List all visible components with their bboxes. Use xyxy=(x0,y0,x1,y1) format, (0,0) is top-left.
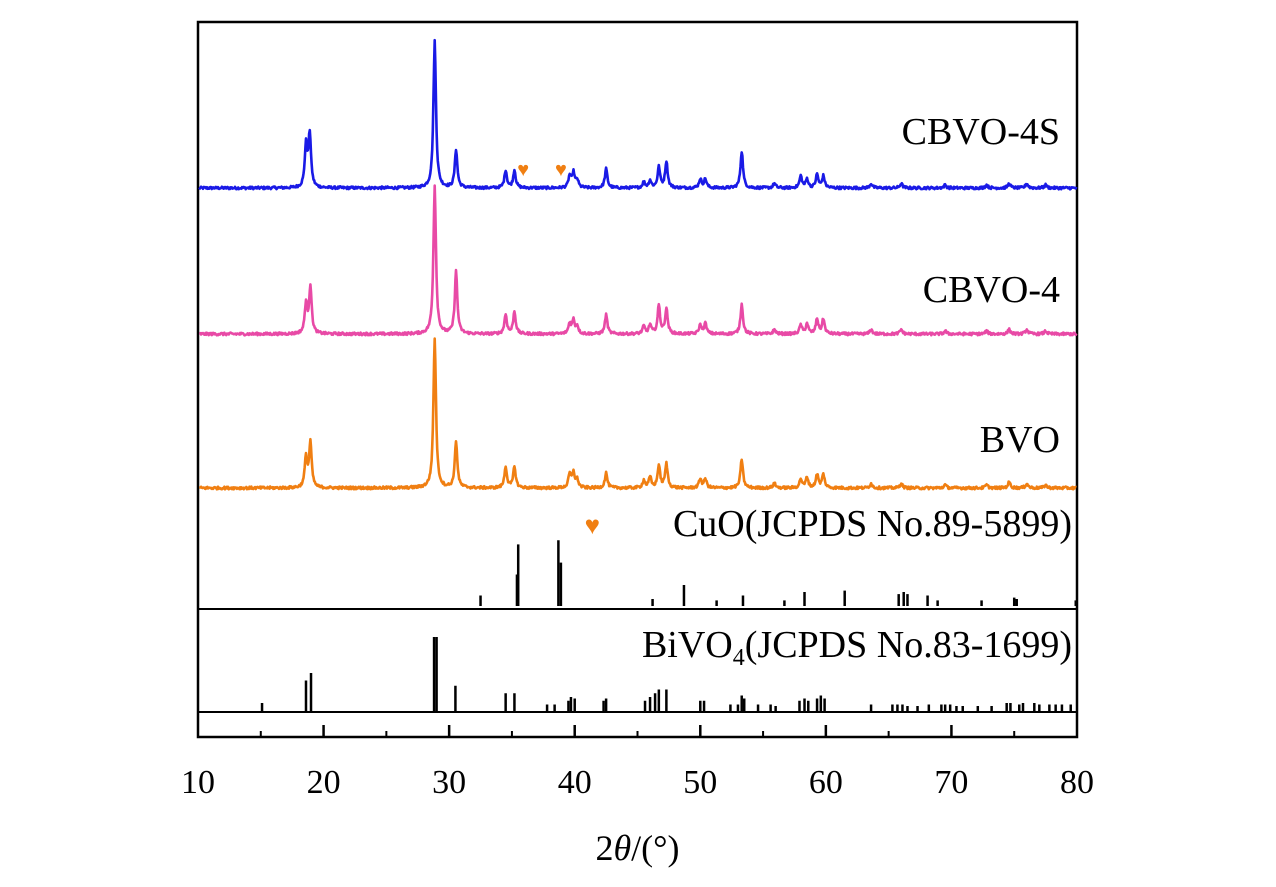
cuo-legend-heart-icon: ♥ xyxy=(585,511,600,540)
x-tick-label: 30 xyxy=(432,764,466,801)
series-curve-cbvo-4 xyxy=(198,184,1078,337)
x-axis-ticks: 10 20 30 40 50 60 70 80 xyxy=(181,725,1094,801)
x-tick-label: 40 xyxy=(558,764,592,801)
x-axis-title: 2θ/(°) xyxy=(595,828,679,868)
x-tick-label: 20 xyxy=(307,764,341,801)
series-curve-cbvo-4s xyxy=(198,38,1078,191)
reference-label-bivo4: BiVO4(JCPDS No.83-1699) xyxy=(642,624,1072,671)
x-tick-label: 50 xyxy=(683,764,717,801)
cuo-impurity-marker: ♥ xyxy=(517,159,529,181)
cuo-impurity-marker: ♥ xyxy=(555,159,567,181)
series-label-cbvo-4: CBVO-4 xyxy=(923,269,1060,311)
series-curve-bvo xyxy=(198,337,1077,491)
reference-layer xyxy=(260,540,1077,712)
x-tick-label: 60 xyxy=(809,764,843,801)
x-tick-label: 10 xyxy=(181,764,215,801)
series-label-cbvo-4s: CBVO-4S xyxy=(902,111,1060,153)
labels-layer: CBVO-4S CBVO-4 BVO CuO(JCPDS No.89-5899) ♥ Bi… xyxy=(585,111,1072,868)
x-tick-label: 80 xyxy=(1060,764,1094,801)
series-label-bvo: BVO xyxy=(980,419,1060,461)
series-layer: ♥ ♥ xyxy=(198,38,1078,491)
reference-label-cuo: CuO(JCPDS No.89-5899) xyxy=(673,503,1072,545)
x-tick-label: 70 xyxy=(934,764,968,801)
